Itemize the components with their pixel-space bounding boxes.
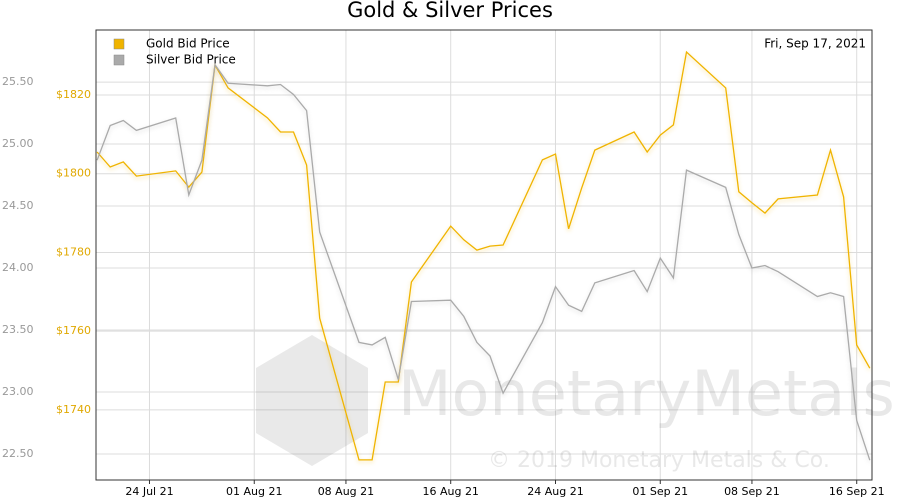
watermark-logo [256,335,368,466]
x-tick-label: 24 Aug 21 [527,485,583,498]
y2-tick-label: $1760 [56,324,91,337]
legend-swatch [113,54,125,66]
y-tick-label: 24.50 [2,199,34,212]
x-tick-label: 08 Aug 21 [318,485,374,498]
date-label: Fri, Sep 17, 2021 [764,37,866,51]
series-line [96,62,871,461]
watermark-text: MonetaryMetals [398,357,895,430]
y2-tick-label: $1740 [56,403,91,416]
y2-tick-label: $1800 [56,167,91,180]
y2-tick-label: $1780 [56,245,91,258]
x-tick-label: 16 Sep 21 [829,485,885,498]
grid [96,30,872,480]
y2-tick-label: $1820 [56,88,91,101]
x-tick-label: 24 Jul 21 [125,485,173,498]
y-tick-label: 23.50 [2,323,34,336]
x-tick-label: 01 Sep 21 [632,485,688,498]
y-tick-label: 23.00 [2,385,34,398]
watermark: MonetaryMetals © 2019 Monetary Metals & … [256,335,895,473]
x-tick-label: 16 Aug 21 [422,485,478,498]
y-tick-label: 25.50 [2,75,34,88]
y-tick-label: 25.00 [2,137,34,150]
legend-label: Silver Bid Price [146,53,236,67]
chart-title: Gold & Silver Prices [347,0,553,22]
legend-label: Gold Bid Price [146,37,230,51]
y-tick-label: 24.00 [2,261,34,274]
legend-swatch [113,38,125,50]
y-tick-label: 22.50 [2,447,34,460]
watermark-subtitle: © 2019 Monetary Metals & Co. [488,448,830,473]
x-tick-label: 01 Aug 21 [226,485,282,498]
x-tick-label: 08 Sep 21 [724,485,780,498]
plot-border [95,29,873,481]
